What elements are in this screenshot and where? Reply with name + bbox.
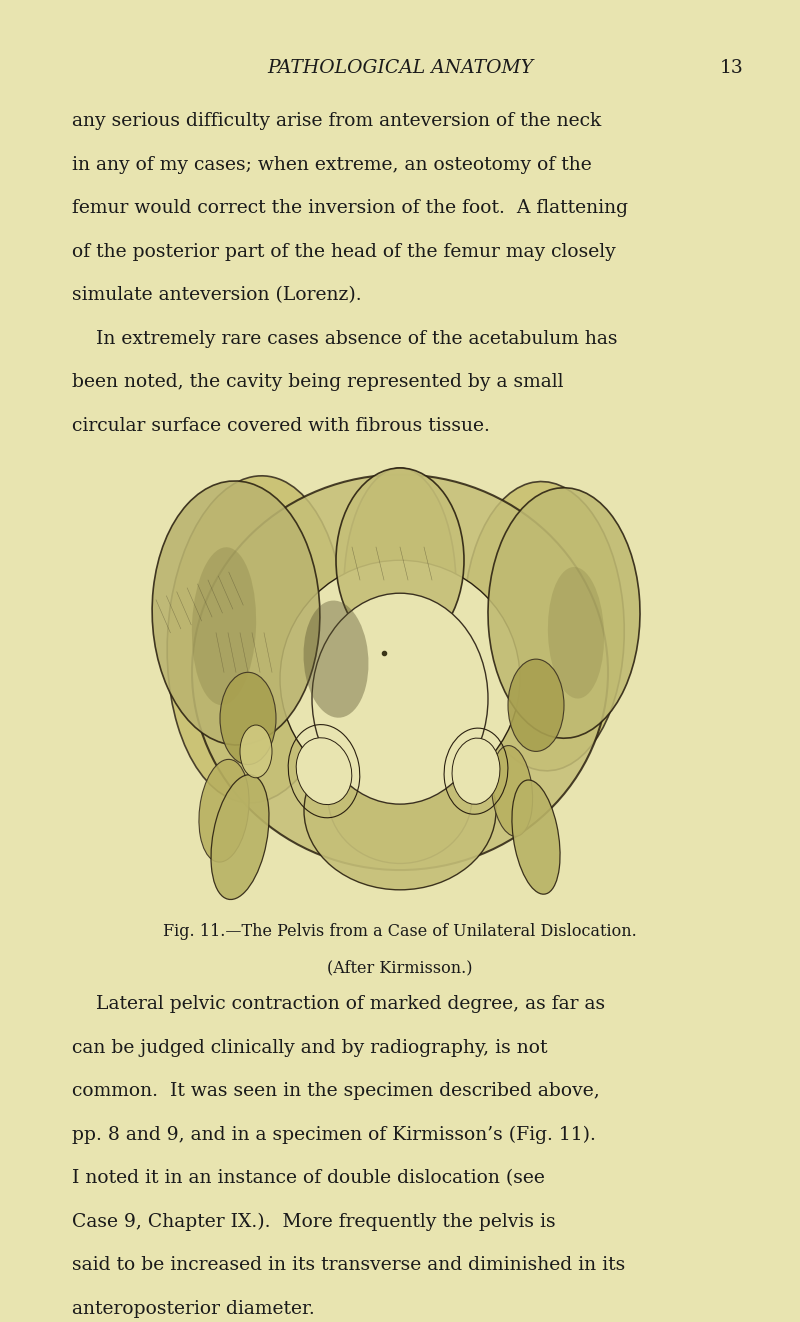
Ellipse shape <box>312 594 488 804</box>
Text: Lateral pelvic contraction of marked degree, as far as: Lateral pelvic contraction of marked deg… <box>72 995 605 1013</box>
Text: 13: 13 <box>720 59 744 77</box>
Ellipse shape <box>452 738 500 804</box>
Ellipse shape <box>548 567 604 698</box>
Text: femur would correct the inversion of the foot.  A flattening: femur would correct the inversion of the… <box>72 200 628 217</box>
Ellipse shape <box>220 673 276 764</box>
Ellipse shape <box>304 731 496 890</box>
Ellipse shape <box>280 561 520 797</box>
Ellipse shape <box>328 731 472 863</box>
Ellipse shape <box>211 775 269 899</box>
Text: any serious difficulty arise from anteversion of the neck: any serious difficulty arise from anteve… <box>72 112 602 130</box>
Ellipse shape <box>491 746 533 837</box>
Text: In extremely rare cases absence of the acetabulum has: In extremely rare cases absence of the a… <box>72 329 618 348</box>
Ellipse shape <box>508 660 564 751</box>
Ellipse shape <box>512 780 560 894</box>
Ellipse shape <box>336 468 464 653</box>
Text: PATHOLOGICAL ANATOMY: PATHOLOGICAL ANATOMY <box>267 59 533 77</box>
Text: I noted it in an instance of double dislocation (see: I noted it in an instance of double disl… <box>72 1169 545 1187</box>
Bar <box>120 59 680 481</box>
Ellipse shape <box>192 547 256 705</box>
Ellipse shape <box>464 481 624 771</box>
Text: pp. 8 and 9, and in a specimen of Kirmisson’s (Fig. 11).: pp. 8 and 9, and in a specimen of Kirmis… <box>72 1126 596 1144</box>
Text: been noted, the cavity being represented by a small: been noted, the cavity being represented… <box>72 373 563 391</box>
Text: anteroposterior diameter.: anteroposterior diameter. <box>72 1300 314 1318</box>
Ellipse shape <box>152 481 320 746</box>
Text: Case 9, Chapter IX.).  More frequently the pelvis is: Case 9, Chapter IX.). More frequently th… <box>72 1212 556 1231</box>
Text: (After Kirmisson.): (After Kirmisson.) <box>327 960 473 977</box>
Text: Fig. 11.—The Pelvis from a Case of Unilateral Dislocation.: Fig. 11.—The Pelvis from a Case of Unila… <box>163 923 637 940</box>
Ellipse shape <box>167 476 345 802</box>
Ellipse shape <box>344 468 456 705</box>
Ellipse shape <box>199 759 249 862</box>
Text: simulate anteversion (Lorenz).: simulate anteversion (Lorenz). <box>72 286 362 304</box>
Ellipse shape <box>192 475 608 870</box>
Text: said to be increased in its transverse and diminished in its: said to be increased in its transverse a… <box>72 1256 626 1274</box>
Text: circular surface covered with fibrous tissue.: circular surface covered with fibrous ti… <box>72 416 490 435</box>
Ellipse shape <box>296 738 352 805</box>
Text: can be judged clinically and by radiography, is not: can be judged clinically and by radiogra… <box>72 1039 547 1056</box>
Ellipse shape <box>240 724 272 777</box>
Text: of the posterior part of the head of the femur may closely: of the posterior part of the head of the… <box>72 242 616 260</box>
Text: in any of my cases; when extreme, an osteotomy of the: in any of my cases; when extreme, an ost… <box>72 156 592 173</box>
Ellipse shape <box>303 600 369 718</box>
Ellipse shape <box>488 488 640 738</box>
Text: common.  It was seen in the specimen described above,: common. It was seen in the specimen desc… <box>72 1083 600 1100</box>
